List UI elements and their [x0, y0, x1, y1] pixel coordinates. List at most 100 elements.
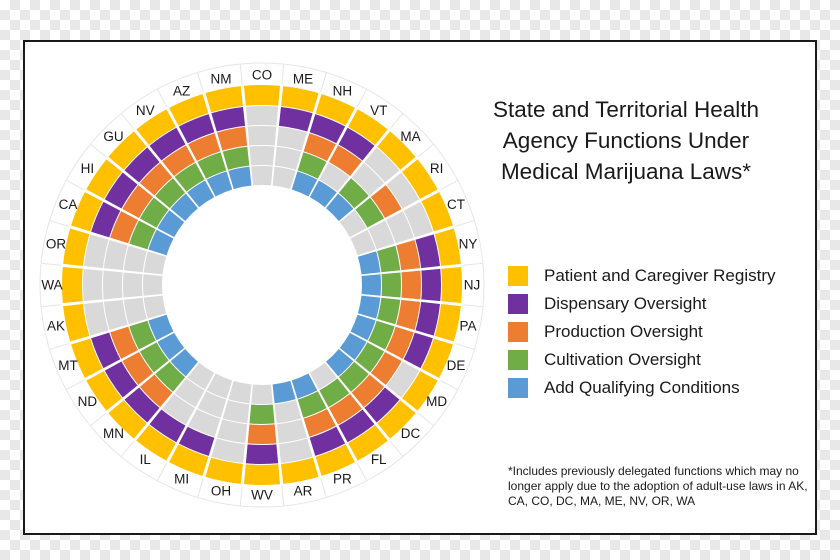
segment-wa-ring-3: [103, 270, 123, 300]
segment-ar-ring-4: [274, 400, 302, 424]
segment-oh-ring-2: [211, 438, 246, 463]
segment-ca-ring-4: [129, 220, 156, 250]
segment-fl-ring-4: [319, 378, 350, 408]
segment-gu-ring-5: [170, 193, 198, 221]
segment-ct-ring-4: [368, 220, 395, 250]
segment-de-ring-2: [403, 332, 433, 369]
legend-swatch-cultivation: [508, 350, 528, 370]
label-divider: [239, 64, 243, 85]
segment-de-ring-5: [350, 314, 376, 341]
segment-md-ring-5: [339, 332, 367, 360]
segment-pa-ring-3: [396, 299, 421, 330]
state-label-mn: MN: [103, 426, 124, 441]
state-label-ak: AK: [47, 319, 65, 334]
segment-nh-ring-2: [309, 114, 346, 144]
label-divider: [462, 304, 483, 308]
segment-ca-ring-5: [148, 229, 174, 256]
label-divider: [65, 379, 85, 391]
segment-mn-ring-1: [108, 400, 147, 439]
segment-ar-ring-5: [272, 380, 296, 404]
segment-gu-ring-3: [139, 162, 173, 196]
label-divider: [197, 478, 204, 498]
segment-mn-ring-2: [124, 387, 160, 423]
segment-hi-ring-4: [139, 197, 169, 228]
legend-label-cultivation: Cultivation Oversight: [544, 350, 701, 369]
segment-nd-ring-1: [86, 371, 122, 411]
legend-label-dispensary: Dispensary Oversight: [544, 294, 707, 313]
segment-nm-ring-3: [217, 126, 248, 151]
segment-co-ring-1: [243, 85, 281, 106]
legend-item-conditions: Add Qualifying Conditions: [508, 374, 776, 402]
label-divider: [462, 262, 483, 266]
footnote: *Includes previously delegated functions…: [508, 464, 808, 508]
segment-ct-ring-5: [350, 229, 376, 256]
segment-dc-ring-4: [338, 361, 369, 392]
state-label-de: DE: [447, 358, 466, 373]
segment-nd-ring-3: [122, 351, 154, 385]
segment-vt-ring-2: [338, 127, 375, 161]
segment-wv-ring-5: [251, 384, 273, 404]
label-divider: [65, 179, 85, 191]
legend-label-conditions: Add Qualifying Conditions: [544, 378, 740, 397]
legend: Patient and Caregiver Registry Dispensar…: [508, 262, 776, 402]
segment-wv-ring-4: [249, 404, 275, 424]
segment-ri-ring-5: [339, 210, 367, 238]
label-divider: [120, 113, 135, 130]
legend-swatch-production: [508, 322, 528, 342]
segment-ar-ring-1: [281, 457, 319, 484]
label-divider: [455, 343, 475, 350]
segment-mi-ring-5: [206, 373, 233, 399]
segment-oh-ring-3: [217, 419, 248, 444]
center-hole: [163, 186, 361, 384]
segment-md-ring-4: [355, 342, 385, 373]
segment-fl-ring-3: [328, 393, 362, 425]
segment-fl-ring-1: [348, 425, 388, 461]
segment-nv-ring-3: [162, 145, 196, 177]
segment-ri-ring-1: [402, 159, 438, 199]
segment-nj-ring-2: [421, 268, 442, 302]
segment-ny-ring-5: [357, 251, 381, 275]
segment-wa-ring-1: [62, 266, 83, 304]
state-label-co: CO: [252, 68, 272, 83]
segment-ma-ring-2: [364, 147, 400, 183]
segment-pr-ring-1: [315, 444, 355, 476]
segment-il-ring-1: [136, 425, 176, 461]
state-label-gu: GU: [103, 129, 123, 144]
segment-hi-ring-5: [157, 210, 185, 238]
state-label-mt: MT: [58, 358, 78, 373]
segment-az-ring-3: [188, 133, 221, 162]
segment-de-ring-3: [385, 326, 414, 359]
label-divider: [356, 462, 368, 482]
segment-mt-ring-2: [91, 332, 121, 369]
label-divider: [49, 220, 69, 227]
segment-pr-ring-3: [303, 408, 336, 437]
segment-fl-ring-5: [309, 362, 337, 390]
segment-me-ring-2: [278, 107, 313, 132]
segment-hi-ring-1: [86, 159, 122, 199]
segment-dc-ring-5: [326, 349, 354, 377]
state-label-or: OR: [46, 237, 67, 252]
state-label-md: MD: [426, 394, 447, 409]
segment-co-ring-2: [245, 105, 279, 126]
segment-nv-ring-4: [174, 162, 205, 192]
segment-nj-ring-5: [361, 274, 381, 296]
state-label-pr: PR: [333, 472, 352, 487]
segment-me-ring-4: [274, 146, 302, 170]
segment-nv-ring-1: [136, 109, 176, 145]
segment-ar-ring-2: [278, 438, 313, 463]
label-divider: [120, 440, 135, 457]
title-line-1: State and Territorial Health: [493, 97, 759, 122]
segment-nj-ring-4: [381, 272, 401, 298]
segment-nv-ring-2: [149, 127, 186, 161]
segment-dc-ring-3: [351, 374, 385, 408]
segment-nj-ring-1: [441, 266, 462, 304]
title-line-3: Medical Marijuana Laws*: [500, 159, 752, 184]
legend-item-production: Production Oversight: [508, 318, 776, 346]
segment-nm-ring-5: [228, 166, 252, 190]
segment-wa-ring-2: [82, 268, 103, 302]
state-label-dc: DC: [401, 426, 421, 441]
label-divider: [156, 88, 168, 108]
segment-vt-ring-1: [348, 109, 388, 145]
state-label-nh: NH: [333, 84, 353, 99]
